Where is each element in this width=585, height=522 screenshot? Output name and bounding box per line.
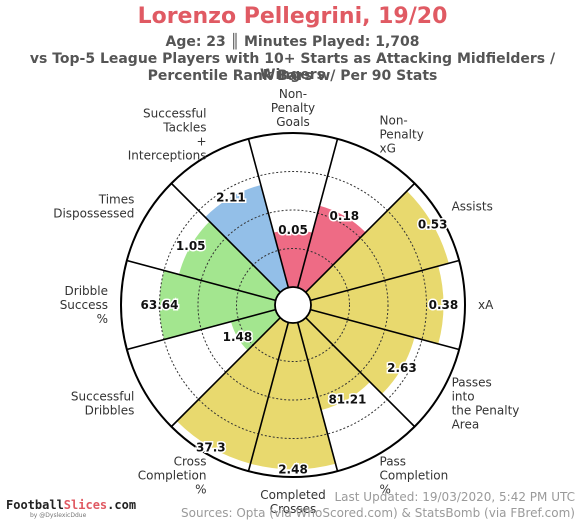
bar xyxy=(250,322,336,470)
spoke-line xyxy=(126,308,276,351)
spoke-line xyxy=(247,138,290,288)
category-label: Non-Penalty Goals xyxy=(271,87,315,129)
category-label: Cross Completion% xyxy=(138,455,207,497)
category-label: xA xyxy=(478,298,494,312)
spoke-line xyxy=(310,259,460,302)
spoke-line xyxy=(305,317,416,428)
brand-author: by @DyslexicDdue xyxy=(30,512,87,519)
last-updated-text: Last Updated: 19/03/2020, 5:42 PM UTC xyxy=(334,490,576,504)
spoke-line xyxy=(247,322,290,472)
brand-prefix: Football xyxy=(6,498,64,512)
value-label: 0.05 xyxy=(278,223,308,237)
brand-accent: Slices xyxy=(63,498,108,512)
category-label: Times Dispossessed xyxy=(53,193,134,221)
spoke-line xyxy=(126,259,276,302)
sources-text: Sources: Opta (via WhoScored.com) & Stat… xyxy=(181,506,575,520)
brand-suffix: .com xyxy=(107,498,137,512)
chart-subtitle-description: Percentile Rank Bars w/ Per 90 Stats xyxy=(147,68,438,84)
value-label: 0.38 xyxy=(429,298,459,312)
category-label: Successful Dribbles xyxy=(71,390,134,418)
bar xyxy=(273,230,313,288)
spoke-line xyxy=(310,308,460,351)
value-label: 63.64 xyxy=(141,298,179,312)
grid-ring xyxy=(159,171,427,439)
category-label: Successful Tackles + Interceptions xyxy=(128,106,207,162)
outer-ring xyxy=(120,132,466,478)
category-label: Dribble Success% xyxy=(60,284,108,326)
grid-ring xyxy=(236,248,350,362)
bar xyxy=(305,191,449,301)
value-label: 1.05 xyxy=(176,239,206,253)
value-label: 2.63 xyxy=(387,361,417,375)
chart-title: Lorenzo Pellegrini, 19/20 xyxy=(137,4,448,29)
bar xyxy=(159,270,276,340)
category-label: Assists xyxy=(452,200,493,214)
spoke-line xyxy=(305,182,416,293)
spoke-line xyxy=(296,138,339,288)
category-label: Pass Completion% xyxy=(380,455,449,497)
value-label: 37.3 xyxy=(196,440,226,454)
spoke-line xyxy=(170,317,281,428)
category-label: Passes into the Penalty Area xyxy=(452,376,520,432)
bar xyxy=(310,266,444,344)
spoke-line xyxy=(170,182,281,293)
value-label: 81.21 xyxy=(328,392,366,406)
bar xyxy=(230,309,281,351)
value-label: 2.48 xyxy=(278,462,308,476)
center-hole xyxy=(274,286,312,324)
category-label: Completed Crosses xyxy=(260,488,325,516)
chart-subtitle-age-minutes: Age: 23 ║ Minutes Played: 1,708 xyxy=(165,34,420,50)
spoke-line xyxy=(296,322,339,472)
grid-ring xyxy=(197,209,389,401)
bar xyxy=(176,317,289,464)
value-label: 1.48 xyxy=(223,330,253,344)
value-label: 0.18 xyxy=(330,209,360,223)
footballslices-logo: FootballSlices.com xyxy=(6,498,136,512)
value-label: 0.53 xyxy=(418,217,448,231)
value-label: 2.11 xyxy=(216,190,246,204)
category-label: Non-Penalty xG xyxy=(380,113,424,155)
chart-subtitle-comparison: vs Top-5 League Players with 10+ Starts … xyxy=(29,51,556,83)
